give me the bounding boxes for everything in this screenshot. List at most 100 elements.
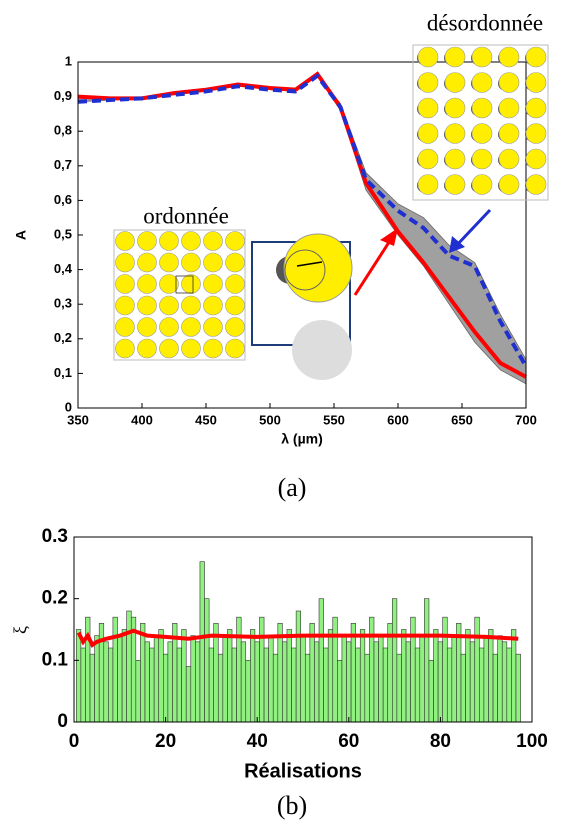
bar [392,598,398,723]
bar [291,647,297,723]
bar [80,647,86,723]
bar [204,598,210,723]
bar [511,629,517,723]
bar [446,647,453,723]
bar [272,653,279,723]
bar [437,641,443,723]
zoom-box [175,275,194,294]
bar [240,641,247,723]
y-tick-label: 0,8 [54,123,72,138]
bar [94,635,100,723]
series-line [77,73,528,368]
bar [185,666,192,723]
y-tick-label: 0,7 [54,157,72,172]
bar [176,647,182,723]
e-arrow [296,261,323,267]
y-tick-label: 1 [65,53,72,68]
bar [410,616,416,723]
bar [332,616,338,723]
bar [190,635,196,723]
x-tick-label: 100 [516,731,548,752]
bar [488,629,494,723]
bar [465,629,471,723]
y-tick-label: 0.1 [42,649,69,670]
bar [245,660,251,723]
bar [382,647,389,723]
bar [327,629,334,723]
bar [451,635,457,723]
bar [401,629,407,723]
series-label: désordonnée [427,10,543,35]
bar [236,616,242,723]
blue-arrow [454,208,492,248]
bar [195,641,201,723]
bar [208,647,214,723]
bar [337,660,343,723]
x-tick-label: 20 [155,731,176,752]
red-arrow [353,235,395,296]
x-tick-label: 0 [69,731,80,752]
x-tick-label: 350 [67,412,89,427]
series-label: ordonnée [143,203,229,228]
bar [414,647,421,723]
y-axis-label: A [13,230,29,240]
bar [222,635,228,723]
bar [309,623,315,723]
bar [373,641,379,723]
x-tick-label: 650 [451,412,473,427]
bar [378,635,384,723]
x-tick-label: 700 [515,412,537,427]
x-axis-label: Réalisations [244,760,362,782]
bar [314,641,320,723]
bar [213,623,219,723]
bar [117,635,123,723]
bar [263,647,269,723]
bar [231,647,237,723]
bar [135,660,141,723]
bar [405,641,411,723]
y-axis-label: ξ [10,626,30,634]
x-tick-label: 80 [430,731,451,752]
bar [428,660,434,723]
x-tick-label: 450 [195,412,217,427]
bar [167,641,173,723]
y-tick-label: 0,3 [54,296,72,311]
y-tick-label: 0,5 [54,226,72,241]
bar [424,598,430,723]
bar [492,653,498,723]
bar [396,653,402,723]
plot-frame [73,536,533,723]
x-tick-label: 600 [387,412,409,427]
bar [483,635,489,723]
bar [318,598,324,723]
bar [163,653,169,723]
y-tick-label: 0,6 [54,192,72,207]
bar [479,647,485,723]
bar [497,635,503,723]
bar [144,641,150,723]
bar [259,616,265,723]
bar [75,629,82,723]
bar [460,653,466,723]
y-tick-label: 0,9 [54,88,72,103]
x-tick-label: 500 [259,412,281,427]
y-tick-label: 0 [65,399,72,414]
bar [126,610,132,723]
bar [469,641,476,723]
insets [113,44,549,380]
bar [140,623,146,723]
bar [433,629,439,723]
bar [149,647,155,723]
x-tick-label: 550 [323,412,345,427]
plot-frame [77,61,527,409]
bar [341,635,347,723]
y-tick-label: 0,2 [54,330,72,345]
y-tick-label: 0.2 [42,588,68,609]
y-tick-label: 0.3 [42,526,68,547]
disordered-inset [412,44,549,201]
bar [103,641,109,723]
bar [250,629,256,723]
bar [268,635,274,723]
zoom-circle [284,249,326,291]
